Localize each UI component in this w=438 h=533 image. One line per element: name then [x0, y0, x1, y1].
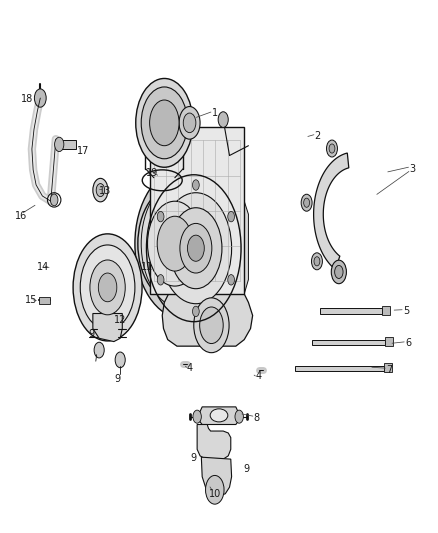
Circle shape — [141, 87, 187, 159]
Circle shape — [193, 306, 199, 317]
Text: 4: 4 — [256, 371, 262, 381]
Bar — [384, 363, 392, 372]
Polygon shape — [314, 153, 349, 270]
Circle shape — [157, 212, 164, 222]
Circle shape — [80, 245, 135, 330]
Circle shape — [228, 212, 234, 222]
Circle shape — [138, 186, 212, 301]
Circle shape — [179, 107, 200, 139]
Circle shape — [141, 179, 225, 309]
Text: 2: 2 — [314, 131, 321, 141]
Text: 9: 9 — [88, 329, 95, 340]
Circle shape — [180, 223, 212, 273]
Circle shape — [115, 352, 125, 368]
Text: 9: 9 — [114, 375, 120, 384]
Polygon shape — [201, 457, 232, 496]
Text: 10: 10 — [208, 489, 221, 499]
Ellipse shape — [210, 409, 228, 422]
Circle shape — [331, 260, 346, 284]
Circle shape — [194, 298, 229, 353]
Text: 14: 14 — [37, 262, 49, 271]
Circle shape — [94, 342, 104, 358]
Circle shape — [55, 137, 64, 151]
Circle shape — [90, 260, 125, 315]
Circle shape — [50, 194, 58, 206]
Circle shape — [157, 274, 164, 285]
Bar — [80, 258, 135, 313]
Text: 9: 9 — [243, 464, 249, 474]
Bar — [385, 337, 392, 346]
Circle shape — [170, 208, 222, 289]
Text: 3: 3 — [410, 164, 416, 174]
Text: 15: 15 — [25, 295, 37, 305]
Text: 11: 11 — [141, 262, 153, 271]
Polygon shape — [197, 424, 231, 459]
Circle shape — [187, 235, 204, 261]
Circle shape — [218, 112, 228, 127]
Text: 18: 18 — [21, 94, 33, 104]
Text: 8: 8 — [254, 413, 260, 423]
Circle shape — [335, 265, 343, 278]
Circle shape — [326, 140, 337, 157]
Bar — [382, 305, 390, 315]
Polygon shape — [311, 340, 385, 345]
Text: 13: 13 — [99, 186, 112, 196]
Text: 9: 9 — [191, 453, 197, 463]
Polygon shape — [211, 201, 248, 294]
Text: 5: 5 — [403, 306, 409, 316]
Circle shape — [205, 475, 224, 504]
Circle shape — [148, 201, 202, 286]
Text: 16: 16 — [15, 211, 28, 221]
Circle shape — [136, 78, 193, 167]
Text: 4: 4 — [187, 362, 193, 373]
Circle shape — [193, 180, 199, 190]
Text: 12: 12 — [114, 315, 127, 325]
Circle shape — [150, 100, 179, 146]
Polygon shape — [199, 407, 239, 424]
Circle shape — [35, 89, 46, 107]
Polygon shape — [93, 313, 122, 342]
Circle shape — [301, 194, 312, 211]
Circle shape — [73, 234, 142, 341]
Bar — [56, 140, 76, 149]
Circle shape — [329, 144, 335, 153]
Circle shape — [304, 198, 310, 207]
Circle shape — [93, 179, 108, 202]
Polygon shape — [162, 294, 253, 346]
Circle shape — [96, 183, 105, 197]
Circle shape — [135, 168, 232, 319]
Circle shape — [314, 257, 320, 266]
Text: 17: 17 — [78, 146, 90, 156]
Circle shape — [150, 176, 242, 320]
FancyBboxPatch shape — [150, 127, 244, 294]
Circle shape — [193, 410, 201, 423]
Circle shape — [183, 113, 196, 133]
Text: 19: 19 — [145, 168, 158, 178]
Circle shape — [98, 273, 117, 302]
Circle shape — [235, 410, 244, 423]
Text: 6: 6 — [405, 338, 411, 348]
Polygon shape — [295, 366, 384, 371]
Bar — [39, 296, 50, 304]
Polygon shape — [320, 308, 382, 313]
Circle shape — [311, 253, 322, 270]
Text: 7: 7 — [386, 365, 392, 375]
Circle shape — [157, 216, 193, 271]
Circle shape — [200, 307, 223, 344]
Circle shape — [160, 193, 232, 304]
Circle shape — [228, 274, 234, 285]
Text: 1: 1 — [212, 108, 218, 118]
